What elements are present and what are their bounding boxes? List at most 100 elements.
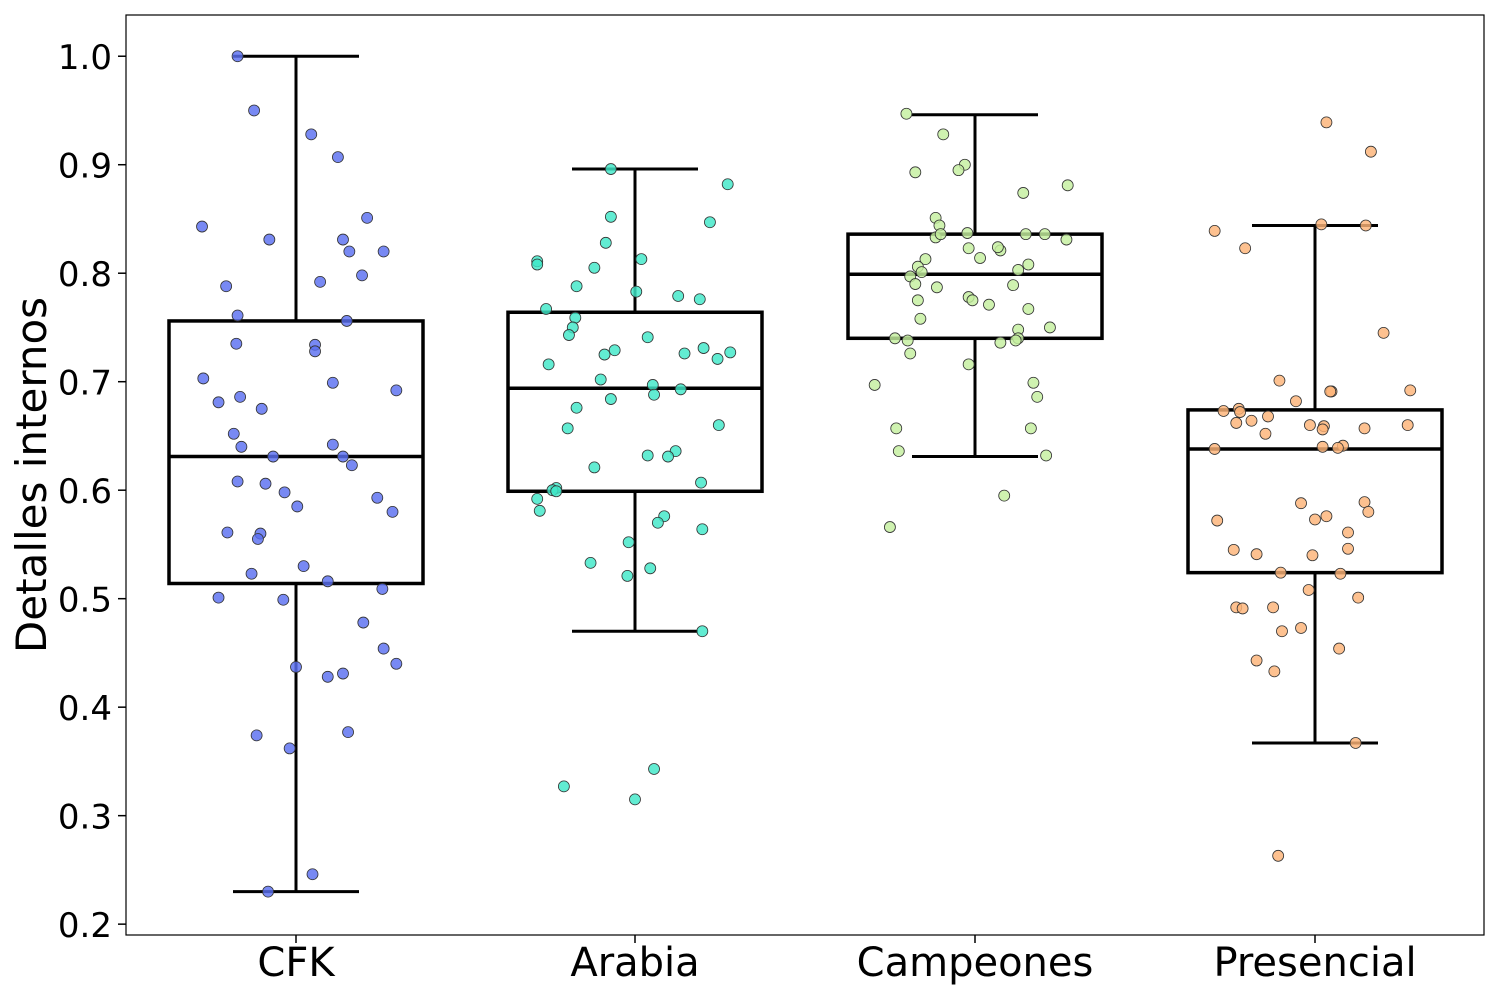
data-point [306, 868, 319, 881]
data-point [961, 227, 974, 239]
data-point [1268, 665, 1281, 678]
data-point [721, 178, 734, 191]
data-point [1236, 602, 1249, 615]
data-point [1364, 145, 1377, 158]
data-point [1401, 419, 1414, 431]
data-point [604, 393, 617, 405]
data-point [1309, 513, 1321, 526]
data-point [230, 337, 243, 350]
data-point [1359, 219, 1372, 232]
data-point [342, 726, 354, 739]
plot-frame [125, 14, 1485, 936]
box-arabia [506, 167, 764, 633]
data-point [991, 241, 1004, 254]
data-point [598, 348, 611, 361]
data-point [962, 358, 975, 371]
data-point [1352, 591, 1365, 604]
data-point [1038, 228, 1051, 241]
data-point [934, 228, 947, 241]
data-point [377, 245, 390, 258]
data-point [919, 253, 932, 266]
data-point [550, 485, 563, 498]
data-point [884, 521, 896, 533]
data-point [390, 657, 403, 670]
iqr-box [506, 310, 764, 494]
data-point [248, 104, 260, 117]
data-point [1324, 385, 1337, 398]
data-point [337, 450, 349, 463]
data-point [1316, 423, 1329, 436]
data-point [1211, 514, 1224, 527]
data-point [711, 353, 724, 365]
data-point [724, 346, 737, 359]
data-point [621, 569, 634, 582]
data-point [1377, 326, 1390, 339]
data-point [321, 670, 334, 683]
data-point [1316, 440, 1329, 453]
data-point [712, 419, 725, 431]
data-point [914, 312, 927, 325]
data-point [588, 461, 601, 474]
data-point [952, 164, 965, 177]
data-point [212, 591, 225, 604]
data-point [646, 379, 659, 391]
data-point [672, 290, 685, 302]
y-tick-label: 0.7 [58, 364, 112, 404]
data-point [1320, 510, 1333, 523]
data-point [309, 345, 321, 358]
x-tick-label: Presencial [1213, 940, 1416, 986]
data-point [332, 151, 344, 164]
data-point [377, 642, 390, 655]
data-point [343, 245, 356, 258]
data-point [1342, 542, 1354, 555]
data-point [911, 294, 924, 307]
data-point [531, 258, 544, 271]
data-point [283, 742, 296, 755]
data-point [321, 575, 334, 588]
data-point [1234, 406, 1246, 418]
y-axis-label: Detalles internos [7, 297, 56, 653]
data-point [915, 266, 928, 279]
data-point [371, 491, 384, 504]
data-point [1272, 849, 1285, 862]
data-point [531, 492, 544, 505]
data-point [221, 526, 234, 539]
data-point [594, 373, 607, 386]
data-point [357, 616, 370, 629]
data-point [340, 315, 353, 327]
data-point [901, 334, 914, 347]
data-point [262, 885, 274, 898]
data-point [212, 396, 225, 409]
data-point [1259, 427, 1272, 440]
data-point [1295, 497, 1307, 510]
data-point [569, 311, 582, 324]
data-point [326, 438, 339, 451]
data-point [227, 427, 240, 440]
data-point [1304, 419, 1316, 431]
data-point [1230, 417, 1243, 429]
y-tick-label: 0.9 [58, 147, 112, 187]
data-point [1044, 321, 1056, 334]
data-point [1358, 422, 1371, 435]
data-point [868, 379, 881, 391]
data-point [641, 449, 654, 462]
data-point [386, 505, 399, 518]
data-point [1342, 526, 1354, 539]
data-point [259, 477, 272, 490]
data-point [1250, 654, 1263, 667]
data-point [390, 384, 403, 397]
data-point [542, 358, 555, 371]
data-point [314, 275, 327, 288]
data-point [1208, 224, 1221, 237]
data-point [245, 567, 258, 580]
data-point [1012, 264, 1025, 276]
data-point [277, 593, 290, 606]
data-point [696, 523, 709, 536]
data-point [604, 163, 617, 175]
data-point [235, 440, 248, 453]
data-point [540, 303, 552, 315]
data-point [1061, 179, 1074, 192]
data-point [337, 667, 349, 680]
data-point [1334, 567, 1347, 580]
data-point [697, 342, 710, 354]
